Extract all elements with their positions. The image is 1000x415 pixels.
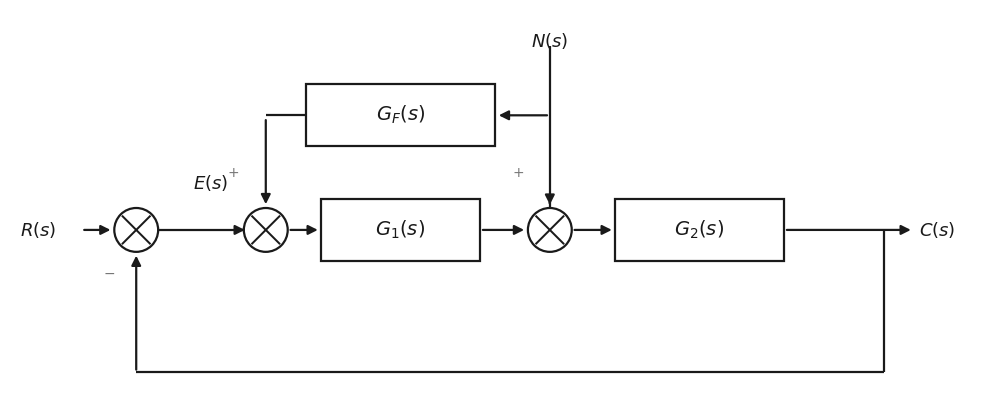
Text: $+$: $+$ bbox=[227, 166, 239, 180]
Text: $-$: $-$ bbox=[103, 266, 115, 280]
Circle shape bbox=[528, 208, 572, 252]
Bar bbox=[321, 199, 480, 261]
Text: $E(s)$: $E(s)$ bbox=[193, 173, 229, 193]
Text: $G_2(s)$: $G_2(s)$ bbox=[674, 219, 724, 241]
Text: $R(s)$: $R(s)$ bbox=[20, 220, 56, 240]
Circle shape bbox=[114, 208, 158, 252]
Text: $C(s)$: $C(s)$ bbox=[919, 220, 955, 240]
Text: $G_1(s)$: $G_1(s)$ bbox=[375, 219, 425, 241]
Circle shape bbox=[244, 208, 288, 252]
Text: $N(s)$: $N(s)$ bbox=[531, 31, 568, 51]
Text: $+$: $+$ bbox=[512, 166, 524, 180]
Bar bbox=[306, 84, 495, 146]
Bar bbox=[615, 199, 784, 261]
Text: $G_F(s)$: $G_F(s)$ bbox=[376, 104, 425, 127]
